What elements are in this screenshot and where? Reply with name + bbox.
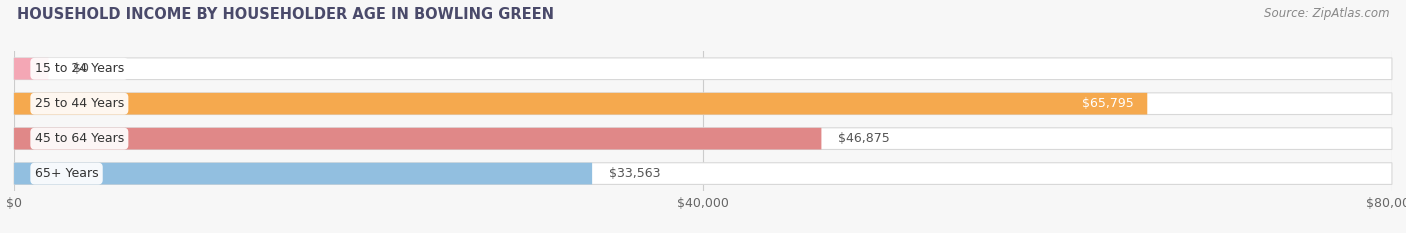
Text: $65,795: $65,795 bbox=[1081, 97, 1133, 110]
FancyBboxPatch shape bbox=[14, 93, 1147, 115]
Text: 15 to 24 Years: 15 to 24 Years bbox=[35, 62, 124, 75]
FancyBboxPatch shape bbox=[14, 163, 1392, 185]
FancyBboxPatch shape bbox=[14, 58, 48, 80]
Text: Source: ZipAtlas.com: Source: ZipAtlas.com bbox=[1264, 7, 1389, 20]
FancyBboxPatch shape bbox=[14, 58, 1392, 80]
Text: 65+ Years: 65+ Years bbox=[35, 167, 98, 180]
FancyBboxPatch shape bbox=[14, 93, 1392, 115]
Text: $0: $0 bbox=[73, 62, 90, 75]
Text: $33,563: $33,563 bbox=[609, 167, 661, 180]
Text: 45 to 64 Years: 45 to 64 Years bbox=[35, 132, 124, 145]
FancyBboxPatch shape bbox=[14, 128, 1392, 150]
FancyBboxPatch shape bbox=[14, 128, 821, 150]
FancyBboxPatch shape bbox=[14, 163, 592, 185]
Text: $46,875: $46,875 bbox=[838, 132, 890, 145]
Text: 25 to 44 Years: 25 to 44 Years bbox=[35, 97, 124, 110]
Text: HOUSEHOLD INCOME BY HOUSEHOLDER AGE IN BOWLING GREEN: HOUSEHOLD INCOME BY HOUSEHOLDER AGE IN B… bbox=[17, 7, 554, 22]
